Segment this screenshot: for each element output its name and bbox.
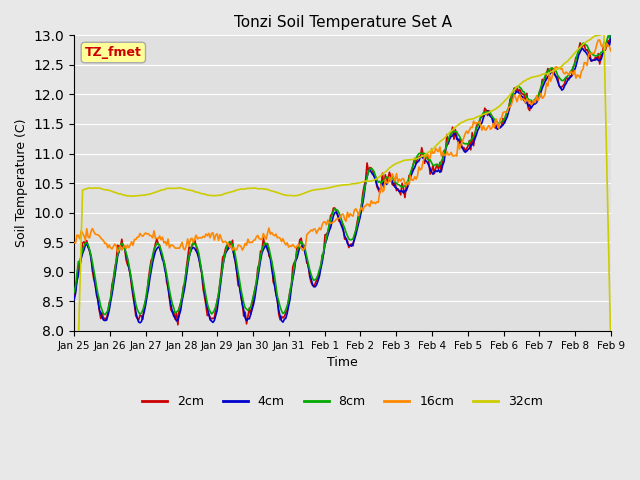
Y-axis label: Soil Temperature (C): Soil Temperature (C) <box>15 119 28 247</box>
X-axis label: Time: Time <box>327 356 358 369</box>
Legend: 2cm, 4cm, 8cm, 16cm, 32cm: 2cm, 4cm, 8cm, 16cm, 32cm <box>137 390 548 413</box>
Title: Tonzi Soil Temperature Set A: Tonzi Soil Temperature Set A <box>234 15 452 30</box>
Text: TZ_fmet: TZ_fmet <box>85 46 142 59</box>
